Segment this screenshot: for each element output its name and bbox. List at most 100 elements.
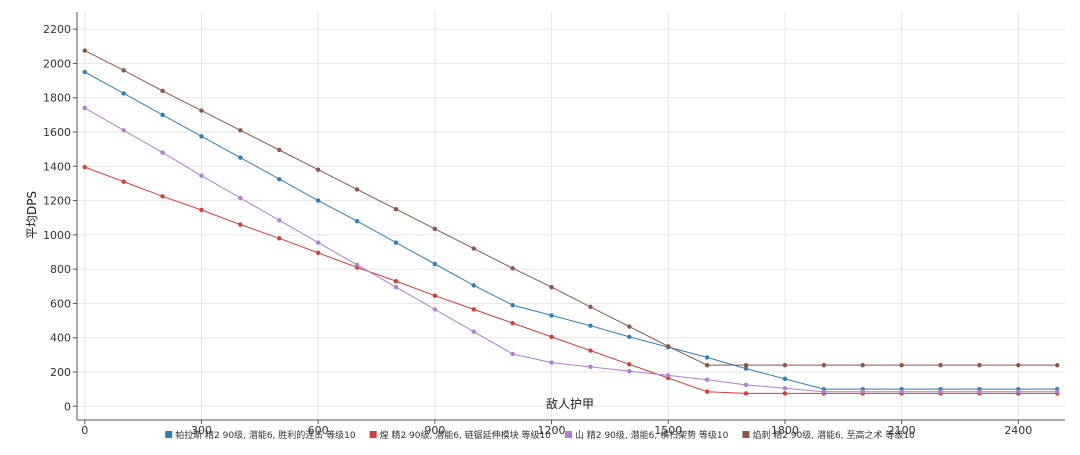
series-line (84, 166, 1058, 394)
data-point (315, 240, 321, 245)
y-tick-label: 400 (50, 332, 71, 345)
data-point (160, 150, 165, 155)
data-point (160, 194, 165, 199)
data-point (743, 382, 749, 388)
y-tick-label: 1000 (43, 229, 71, 242)
series-line (84, 50, 1058, 366)
data-point (160, 88, 165, 94)
x-tick-label: 900 (424, 424, 445, 437)
data-point (860, 362, 865, 368)
data-point (471, 283, 476, 288)
data-point (510, 351, 515, 357)
data-point (977, 389, 982, 394)
x-tick-label: 600 (308, 424, 329, 437)
data-point (549, 360, 554, 365)
data-point (238, 222, 243, 227)
data-point (199, 173, 204, 178)
grid (77, 12, 1065, 420)
y-tick-label: 2000 (43, 57, 71, 70)
data-point (743, 366, 749, 371)
data-point (549, 284, 554, 290)
data-point (393, 240, 399, 245)
data-point (938, 389, 943, 394)
data-point (588, 348, 593, 353)
data-point (1055, 362, 1060, 368)
data-point (627, 334, 632, 340)
legend-item[interactable]: 山 精2 90级, 潜能6, 横扫架势 等级10 (565, 429, 729, 441)
data-point (82, 105, 87, 111)
data-point (743, 362, 749, 368)
x-tick-label: 300 (191, 424, 212, 437)
data-point (821, 362, 827, 368)
y-tick-label: 1400 (43, 160, 71, 173)
x-axis-title: 敌人护甲 (546, 396, 594, 411)
data-point (627, 368, 632, 374)
data-point (549, 334, 554, 340)
legend-label: 山 精2 90级, 潜能6, 横扫架势 等级10 (575, 429, 729, 441)
data-point (471, 246, 476, 251)
data-point (1016, 389, 1021, 394)
x-tick-label: 1800 (771, 424, 799, 437)
series (82, 48, 1060, 396)
legend-item[interactable]: 帕拉斯 精2 90级, 潜能6, 胜利的连击 等级10 (165, 429, 356, 441)
legend-swatch (165, 431, 173, 438)
data-point (510, 302, 515, 308)
legend[interactable]: 帕拉斯 精2 90级, 潜能6, 胜利的连击 等级10 煌 精2 90级, 潜能6… (165, 429, 915, 441)
legend-label: 煌 精2 90级, 潜能6, 链锯延伸模块 等级10 (380, 429, 552, 441)
y-tick-label: 800 (50, 263, 71, 276)
data-point (704, 355, 710, 360)
y-tick-label: 0 (64, 400, 71, 413)
data-point (666, 344, 671, 349)
data-point (277, 236, 282, 241)
data-point (354, 187, 360, 192)
data-point (121, 91, 126, 96)
data-point (782, 376, 788, 382)
data-point (432, 293, 438, 298)
data-point (510, 320, 515, 326)
data-point (588, 323, 593, 328)
series-line (84, 71, 1058, 390)
data-point (432, 226, 438, 232)
data-point (899, 389, 904, 394)
data-point (977, 362, 982, 368)
series-group (82, 48, 1060, 368)
x-tick-label: 2100 (888, 424, 916, 437)
data-point (666, 373, 671, 378)
data-point (743, 391, 749, 396)
legend-item[interactable]: 煌 精2 90级, 潜能6, 链锯延伸模块 等级10 (369, 429, 552, 441)
series-group (82, 105, 1060, 394)
series-line (84, 107, 1058, 393)
data-point (782, 391, 788, 396)
data-point (121, 179, 126, 184)
data-point (938, 362, 943, 368)
data-point (782, 362, 788, 368)
data-point (588, 304, 593, 310)
x-tick-label: 2400 (1004, 424, 1032, 437)
data-point (704, 389, 710, 394)
ticks: 0 200 400 600 800 1000 1200 1400 1600 1800 2000 220… (43, 23, 1032, 437)
x-tick-label: 1200 (538, 424, 566, 437)
data-point (432, 307, 438, 312)
legend-item[interactable]: 焰刺 精2 90级, 潜能6, 至高之术 等级10 (742, 429, 915, 441)
series-group (82, 69, 1060, 392)
axes (76, 12, 1065, 421)
data-point (627, 362, 632, 367)
y-tick-label: 1200 (43, 195, 71, 208)
data-point (354, 262, 360, 268)
data-point (860, 389, 865, 394)
data-point (354, 218, 360, 224)
data-point (315, 250, 321, 256)
legend-swatch (565, 431, 572, 438)
data-point (315, 198, 321, 203)
data-point (627, 324, 632, 329)
data-point (899, 362, 904, 368)
data-point (393, 284, 399, 290)
data-point (821, 389, 827, 394)
y-tick-label: 600 (50, 297, 71, 310)
data-point (238, 128, 243, 133)
data-point (160, 112, 165, 118)
x-tick-label: 0 (81, 424, 88, 437)
y-tick-label: 200 (50, 366, 71, 379)
data-point (277, 176, 282, 182)
